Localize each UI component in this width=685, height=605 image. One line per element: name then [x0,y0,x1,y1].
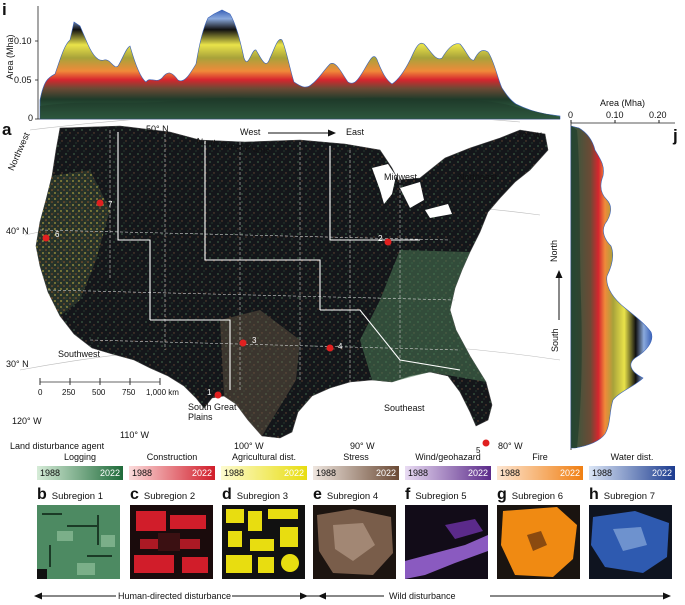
lon-80: 80° W [498,441,523,451]
top-ytick-010: 0.10 [14,36,32,46]
region-southwest: Southwest [58,349,101,359]
region-south-great-plains: South Great Plains [188,402,237,422]
legend-end-year: 2022 [467,468,488,478]
site-label-4: 4 [338,342,343,351]
legend-end-year: 2022 [559,468,580,478]
legend-colorbar-1: 1988 2022 [37,466,123,480]
legend-start-year: 1988 [316,468,337,478]
south-north-arrow [555,270,563,320]
scale-250: 250 [62,388,76,397]
subregion-title-h: h Subregion 7 [589,486,656,503]
legend-agent-2: Construction [146,452,198,462]
legend-agent-7: Water dist. [610,452,654,462]
legend-agent-4: Stress [343,452,369,462]
lon-70: 70° W [517,131,542,141]
subregion-image-6 [497,505,580,579]
region-southeast: Southeast [384,403,425,413]
legend-start-year: 1988 [592,468,613,478]
panel-letter-j: j [673,126,678,145]
legend-colorbar-5: 1988 2022 [405,466,491,480]
top-ytick-005: 0.05 [14,75,32,85]
subregion-title-g: g Subregion 6 [497,486,564,503]
legend-end-year: 2022 [191,468,212,478]
site-label-5: 5 [476,446,481,455]
legend-agent-6: Fire [532,452,548,462]
scale-bar [39,378,161,385]
site-label-7: 7 [108,200,113,209]
scale-1000: 1,000 km [146,388,179,397]
right-xtick-0: 0 [568,110,574,120]
disturbance-arrows [34,592,671,600]
scale-0: 0 [38,388,43,397]
subregion-title-e: e Subregion 4 [313,486,379,503]
subregion-title-b: b Subregion 1 [37,486,104,503]
legend-colorbar-3: 1988 2022 [221,466,307,480]
right-stream-chart [570,120,675,450]
legend-end-year: 2022 [99,468,120,478]
lon-110: 110° W [120,430,149,440]
right-xtick-010: 0.10 [606,110,624,120]
legend-colorbar-4: 1988 2022 [313,466,399,480]
subregion-image-1 [37,505,120,579]
legend-end-year: 2022 [283,468,304,478]
lon-120: 120° W [12,416,42,426]
site-label-6: 6 [55,230,60,239]
lat-30: 30° N [6,359,29,369]
legend-agent-3: Agricultural dist. [231,452,297,462]
top-stream-chart [35,6,561,120]
west-east-arrow [268,129,336,137]
legend-agent-5: Wind/geohazard [415,452,481,462]
region-northeast: Northeast [458,172,498,182]
legend-colorbar-7: 1988 2022 [589,466,675,480]
subregion-title-f: f Subregion 5 [405,486,467,503]
wild-disturbance-label: Wild disturbance [389,591,456,601]
legend-start-year: 1988 [224,468,245,478]
site-markers [42,199,490,447]
subregion-image-2 [130,505,213,579]
direction-east: East [346,127,365,137]
direction-west: West [240,127,261,137]
lon-100: 100° W [234,441,264,451]
site-label-2: 2 [378,234,383,243]
subregion-image-7 [589,505,672,579]
scale-500: 500 [92,388,106,397]
right-chart-xlabel: Area (Mha) [600,98,646,108]
subregion-title-d: d Subregion 3 [222,486,289,503]
legend-colorbar-6: 1988 2022 [497,466,583,480]
human-directed-label: Human-directed disturbance [118,591,232,601]
legend-agent-1: Logging [63,452,97,462]
lon-90: 90° W [350,441,375,451]
legend-start-year: 1988 [132,468,153,478]
subregion-image-3 [222,505,305,579]
legend-end-year: 2022 [651,468,672,478]
direction-north: North [549,239,559,262]
scale-750: 750 [122,388,136,397]
panel-letter-i: i [2,0,7,19]
region-midwest: Midwest [384,172,418,182]
subregion-image-4 [313,505,396,579]
subregion-image-5 [405,505,488,579]
top-ytick-0: 0 [28,113,34,123]
legend-title: Land disturbance agent [10,441,105,451]
legend-colorbar-2: 1988 2022 [129,466,215,480]
conus-disturbance-map [19,120,561,447]
subregion-title-c: c Subregion 2 [130,486,196,503]
top-stream-area [39,9,561,120]
site-label-1: 1 [207,388,212,397]
lat-40: 40° N [6,226,29,236]
legend-start-year: 1988 [500,468,521,478]
panel-letter-a: a [2,120,12,139]
legend-start-year: 1988 [408,468,429,478]
legend-end-year: 2022 [375,468,396,478]
lat-50: 50° N [146,124,169,134]
legend-start-year: 1988 [40,468,61,478]
site-label-3: 3 [252,336,257,345]
right-xtick-020: 0.20 [649,110,667,120]
